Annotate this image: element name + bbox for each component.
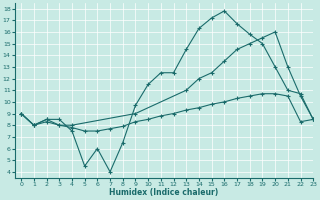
X-axis label: Humidex (Indice chaleur): Humidex (Indice chaleur) <box>109 188 219 197</box>
